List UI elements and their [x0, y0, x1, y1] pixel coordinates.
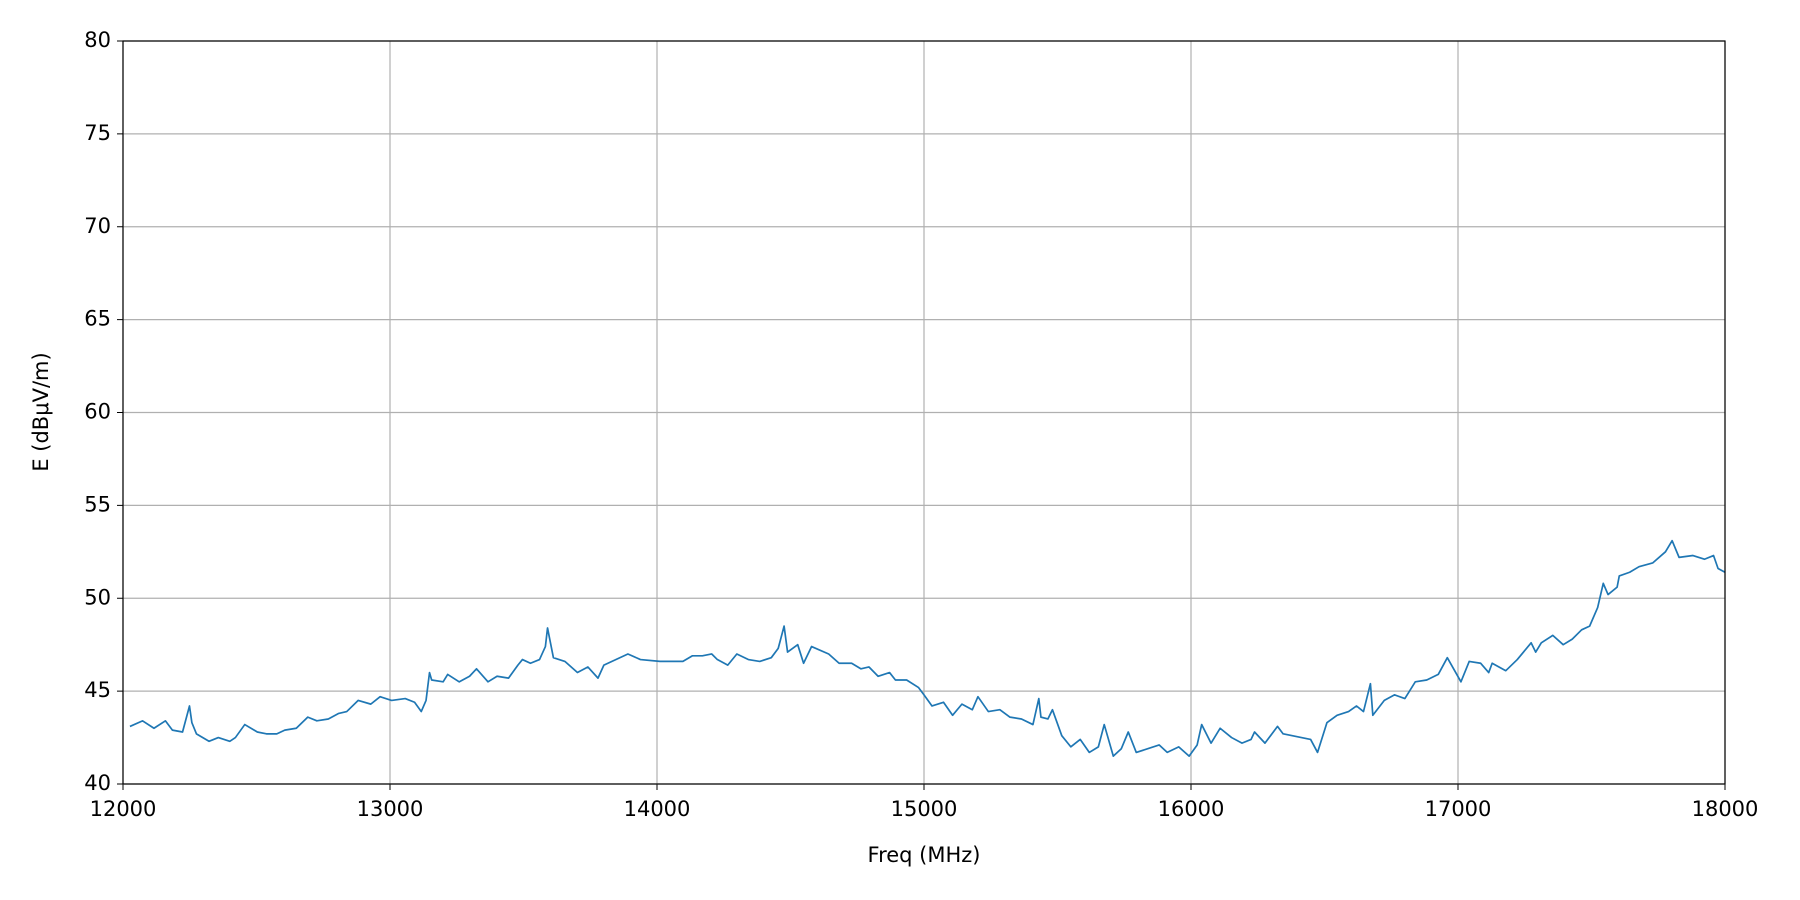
y-tick-label: 60	[84, 400, 111, 424]
y-tick-label: 65	[84, 307, 111, 331]
x-tick-label: 16000	[1158, 797, 1225, 821]
y-tick-label: 45	[84, 678, 111, 702]
plot-frame	[122, 40, 1726, 785]
x-tick-label: 15000	[891, 797, 958, 821]
y-axis-label: E (dBμV/m)	[29, 352, 53, 471]
x-tick-label: 17000	[1425, 797, 1492, 821]
y-tick-label: 75	[84, 121, 111, 145]
data-line	[129, 539, 1726, 757]
y-tick-label: 55	[84, 492, 111, 516]
x-axis-label: Freq (MHz)	[868, 843, 981, 867]
x-tick-label: 13000	[357, 797, 424, 821]
y-tick-label: 40	[84, 771, 111, 795]
x-tick-label: 12000	[90, 797, 157, 821]
y-tick-label: 50	[84, 585, 111, 609]
x-tick-label: 18000	[1692, 797, 1759, 821]
y-tick-label: 70	[84, 214, 111, 238]
y-tick-label: 80	[84, 28, 111, 52]
x-tick-label: 14000	[624, 797, 691, 821]
